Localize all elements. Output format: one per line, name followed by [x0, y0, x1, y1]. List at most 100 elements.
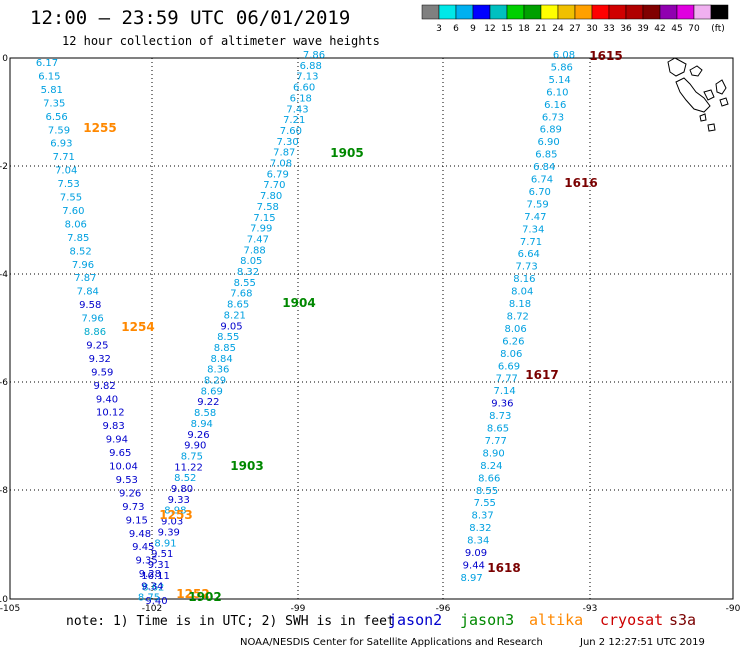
swh-value: 7.73 — [515, 262, 537, 273]
legend-jason2: jason2 — [388, 611, 442, 629]
swh-value: 9.82 — [93, 381, 115, 392]
colorbar-swatch — [625, 4, 644, 20]
swh-value: 6.17 — [36, 58, 58, 69]
swh-value: 8.55 — [476, 486, 498, 497]
swh-value: 7.43 — [286, 104, 308, 115]
colorbar-label: 42 — [654, 24, 665, 34]
swh-value: 6.10 — [546, 87, 568, 98]
colorbar-swatch — [659, 4, 678, 20]
swh-value: 6.74 — [531, 175, 553, 186]
swh-value: 6.89 — [540, 125, 562, 136]
swh-value: 8.85 — [214, 343, 236, 354]
swh-value: 8.84 — [210, 354, 232, 365]
swh-value: 7.96 — [81, 314, 103, 325]
swh-value: 9.59 — [91, 367, 113, 378]
colorbar-label: 33 — [603, 24, 614, 34]
timestamp: Jun 2 12:27:51 UTC 2019 — [579, 637, 705, 648]
swh-value: 7.87 — [74, 273, 96, 284]
swh-value: 8.90 — [482, 448, 504, 459]
colorbar-label: 39 — [637, 24, 649, 34]
swh-value: 7.53 — [57, 179, 79, 190]
swh-value: 8.32 — [469, 523, 491, 534]
swh-value: 9.40 — [96, 394, 118, 405]
swh-value: 9.09 — [465, 548, 487, 559]
swh-value: 7.96 — [72, 260, 94, 271]
colorbar-swatch — [608, 4, 627, 20]
swh-value: 8.21 — [224, 310, 246, 321]
swh-value: 8.18 — [509, 299, 531, 310]
swh-value: 8.24 — [480, 461, 502, 472]
swh-value: 8.72 — [507, 311, 529, 322]
track-time-label: 1902 — [188, 590, 221, 604]
colorbar-unit: (ft) — [711, 24, 725, 34]
swh-value: 6.18 — [290, 93, 312, 104]
swh-value: 7.21 — [283, 115, 305, 126]
swh-value: 8.55 — [217, 332, 239, 343]
swh-value: 9.40 — [145, 596, 167, 607]
swh-value: 9.15 — [126, 515, 148, 526]
colorbar-swatch — [438, 4, 457, 20]
colorbar-swatch — [421, 4, 440, 20]
swh-value: 7.04 — [55, 166, 77, 177]
swh-value: 5.86 — [551, 62, 573, 73]
swh-value: 6.56 — [45, 112, 67, 123]
swh-value: 6.69 — [498, 361, 520, 372]
swh-value: 8.55 — [234, 278, 256, 289]
longitude-label: -90 — [726, 604, 740, 614]
swh-value: 8.98 — [164, 506, 186, 517]
longitude-label: -96 — [436, 604, 451, 614]
colorbar-label: 12 — [484, 24, 495, 34]
map-frame — [9, 57, 734, 600]
swh-value: 7.59 — [48, 125, 70, 136]
swh-value: 8.37 — [471, 511, 493, 522]
swh-value: 5.14 — [548, 75, 570, 86]
colorbar-swatch — [540, 4, 559, 20]
swh-value: 9.58 — [79, 300, 101, 311]
swh-value: 7.77 — [496, 374, 518, 385]
swh-value: 7.34 — [522, 224, 544, 235]
swh-value: 8.06 — [65, 219, 87, 230]
swh-value: 6.85 — [535, 150, 557, 161]
galapagos-islands — [667, 57, 729, 132]
swh-value: 7.71 — [53, 152, 75, 163]
colorbar-swatch — [557, 4, 576, 20]
swh-value: 8.91 — [154, 538, 176, 549]
swh-value: 9.28 — [139, 569, 161, 580]
longitude-label: -93 — [583, 604, 598, 614]
legend-jason3: jason3 — [460, 611, 514, 629]
colorbar-label: 15 — [501, 24, 512, 34]
swh-value: 7.13 — [296, 72, 318, 83]
latitude-labels: 0 -2 -4 -6 -8 -10 — [0, 54, 8, 605]
swh-value: 7.60 — [62, 206, 84, 217]
colorbar-swatch — [489, 4, 508, 20]
swh-value: 7.30 — [276, 137, 298, 148]
swh-value: 9.80 — [171, 484, 193, 495]
swh-value: 8.69 — [201, 386, 223, 397]
track-time-label: 1615 — [589, 49, 622, 63]
colorbar-label: 30 — [586, 24, 598, 34]
swh-value: 8.65 — [227, 300, 249, 311]
swh-value: 7.47 — [247, 234, 269, 245]
swh-value: 6.73 — [542, 112, 564, 123]
colorbar-swatch — [455, 4, 474, 20]
colorbar-label: 36 — [620, 24, 632, 34]
swh-value: 9.32 — [89, 354, 111, 365]
colorbar: 3 6 9 12 15 18 21 24 27 30 33 36 39 42 45 70 (ft) — [421, 4, 729, 34]
swh-value: 9.25 — [86, 340, 108, 351]
swh-value: 7.15 — [253, 213, 275, 224]
longitude-label: -102 — [142, 604, 162, 614]
satellite-legend: jason2 jason3 altika cryosat s3a — [388, 611, 696, 629]
latitude-label: -10 — [0, 595, 8, 605]
swh-value: 8.73 — [489, 411, 511, 422]
swh-value: 9.35 — [135, 556, 157, 567]
track-time-label: 1253 — [159, 508, 192, 522]
swh-value: 9.51 — [151, 549, 173, 560]
swh-value: 8.06 — [504, 324, 526, 335]
credit-line: NOAA/NESDIS Center for Satellite Applica… — [240, 637, 543, 648]
swh-value: 7.70 — [263, 180, 285, 191]
colorbar-swatch — [710, 4, 729, 20]
swh-value: 6.90 — [537, 137, 559, 148]
swh-value: 8.32 — [237, 267, 259, 278]
swh-value: 8.29 — [204, 376, 226, 387]
